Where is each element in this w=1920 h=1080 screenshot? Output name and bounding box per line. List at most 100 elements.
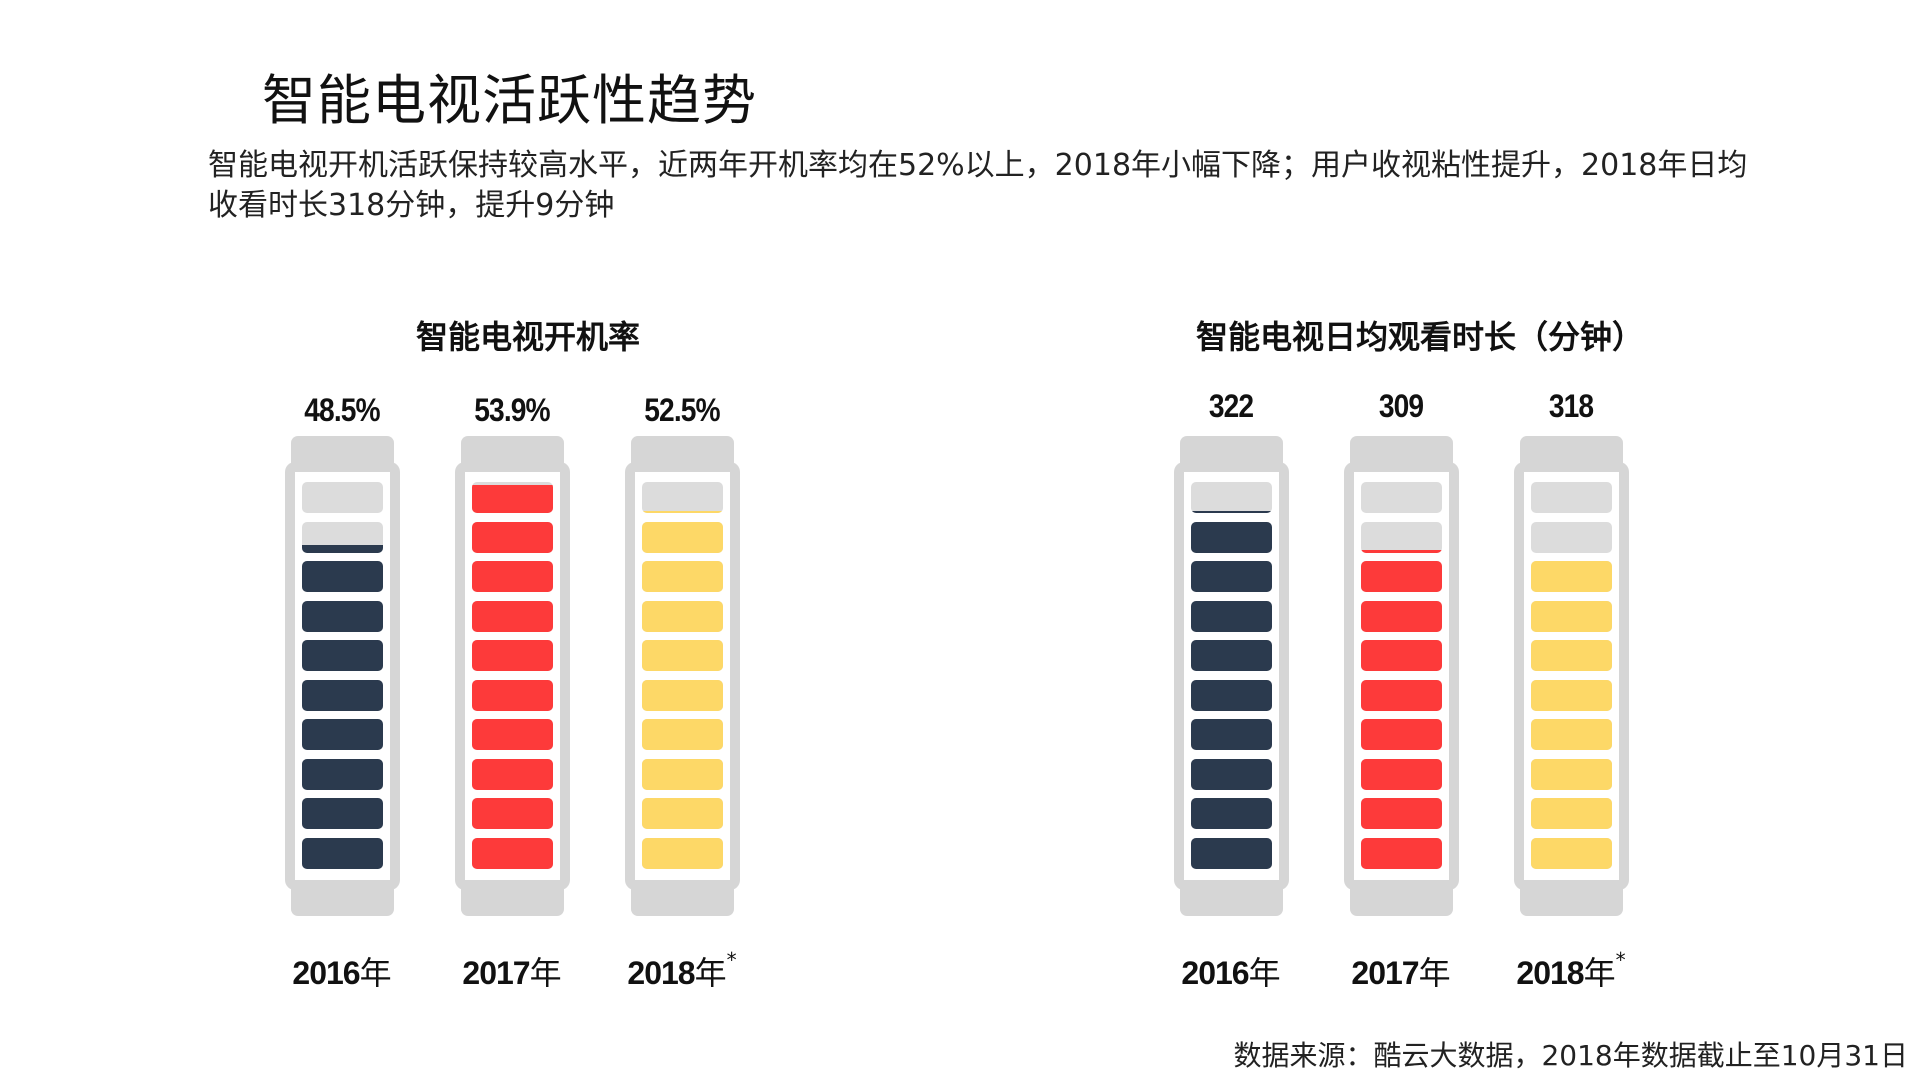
battery-segment-fill xyxy=(642,798,723,829)
battery-segment xyxy=(472,522,553,553)
year-suffix: 年 xyxy=(529,954,562,992)
battery-segment-fill xyxy=(1361,601,1442,632)
battery-segment xyxy=(1191,680,1272,711)
battery-segment xyxy=(302,759,383,790)
battery-bar-power-on-rate-2017 xyxy=(455,436,570,916)
battery-segment-fill xyxy=(1191,719,1272,750)
battery-segment-fill xyxy=(302,601,383,632)
battery-segment xyxy=(1191,482,1272,513)
year-number: 2016 xyxy=(1181,955,1249,991)
battery-segment xyxy=(472,798,553,829)
battery-bar-daily-watch-time-2018 xyxy=(1514,436,1629,916)
battery-segment xyxy=(302,719,383,750)
battery-segment-fill xyxy=(472,759,553,790)
battery-segment xyxy=(1531,680,1612,711)
battery-segment-fill xyxy=(1191,522,1272,553)
value-label-power-on-rate-2018: 52.5% xyxy=(644,392,720,428)
value-label-daily-watch-time-2017: 309 xyxy=(1378,388,1424,424)
battery-segment-fill xyxy=(1191,680,1272,711)
battery-segment-fill xyxy=(302,545,383,553)
battery-segment xyxy=(302,561,383,592)
battery-segment xyxy=(472,759,553,790)
battery-segment xyxy=(1361,561,1442,592)
battery-segment xyxy=(1191,719,1272,750)
battery-segment xyxy=(1531,719,1612,750)
battery-segment-fill xyxy=(302,680,383,711)
battery-segment-fill xyxy=(472,640,553,671)
battery-segment-fill xyxy=(1531,601,1612,632)
battery-segment-fill xyxy=(642,511,723,513)
battery-segment-fill xyxy=(472,485,553,513)
year-footnote-mark: * xyxy=(726,948,737,972)
battery-segment xyxy=(1361,798,1442,829)
battery-segment xyxy=(302,640,383,671)
battery-segment-fill xyxy=(1361,640,1442,671)
battery-segment-fill xyxy=(642,522,723,553)
battery-segment-fill xyxy=(1531,640,1612,671)
battery-segment-fill xyxy=(302,640,383,671)
year-suffix: 年 xyxy=(1418,954,1451,992)
year-suffix: 年 xyxy=(694,954,727,992)
battery-segment-fill xyxy=(1531,838,1612,869)
battery-segment-fill xyxy=(472,798,553,829)
battery-segment xyxy=(642,719,723,750)
battery-segment xyxy=(1531,838,1612,869)
battery-bar-power-on-rate-2018 xyxy=(625,436,740,916)
year-label-power-on-rate-2018: 2018年* xyxy=(597,948,767,994)
battery-segment xyxy=(642,838,723,869)
battery-segment xyxy=(1361,719,1442,750)
battery-segment-fill xyxy=(1191,640,1272,671)
data-source-note: 数据来源：酷云大数据，2018年数据截止至10月31日 xyxy=(1233,1039,1908,1072)
battery-segment-fill xyxy=(472,719,553,750)
battery-segment xyxy=(1191,640,1272,671)
battery-segment xyxy=(1531,798,1612,829)
battery-segment-fill xyxy=(472,601,553,632)
battery-segment xyxy=(1361,640,1442,671)
battery-segment xyxy=(302,601,383,632)
battery-segment-fill xyxy=(1191,511,1272,513)
battery-segment-fill xyxy=(1191,759,1272,790)
battery-segment-fill xyxy=(1531,680,1612,711)
battery-bar-daily-watch-time-2016 xyxy=(1174,436,1289,916)
chart-title-daily-watch-time: 智能电视日均观看时长（分钟） xyxy=(1195,318,1644,356)
year-suffix: 年 xyxy=(1248,954,1281,992)
battery-segment-fill xyxy=(642,838,723,869)
battery-segment xyxy=(1191,601,1272,632)
battery-segment-fill xyxy=(1361,759,1442,790)
battery-segment-fill xyxy=(302,719,383,750)
battery-segment xyxy=(1361,680,1442,711)
battery-segment xyxy=(642,522,723,553)
battery-segment xyxy=(472,838,553,869)
battery-segment-fill xyxy=(1361,798,1442,829)
year-number: 2018 xyxy=(627,955,695,991)
year-label-power-on-rate-2017: 2017年 xyxy=(427,948,597,994)
year-number: 2016 xyxy=(292,955,360,991)
battery-segment-fill xyxy=(1361,838,1442,869)
battery-segment-fill xyxy=(642,719,723,750)
battery-segment-fill xyxy=(472,561,553,592)
battery-segment xyxy=(472,719,553,750)
battery-segment xyxy=(302,798,383,829)
battery-segment-fill xyxy=(1531,798,1612,829)
battery-bar-power-on-rate-2016 xyxy=(285,436,400,916)
battery-segment xyxy=(1531,561,1612,592)
battery-segment xyxy=(472,680,553,711)
battery-segment xyxy=(472,482,553,513)
battery-segment-fill xyxy=(1191,798,1272,829)
battery-segment xyxy=(642,601,723,632)
battery-segment-fill xyxy=(1531,561,1612,592)
year-suffix: 年 xyxy=(1583,954,1616,992)
battery-segment-fill xyxy=(302,561,383,592)
battery-segment xyxy=(1531,522,1612,553)
battery-segment xyxy=(1531,601,1612,632)
chart-title-power-on-rate: 智能电视开机率 xyxy=(415,318,640,356)
battery-segment-fill xyxy=(642,561,723,592)
battery-segment xyxy=(1531,759,1612,790)
year-label-daily-watch-time-2017: 2017年 xyxy=(1316,948,1486,994)
battery-segment-fill xyxy=(1191,561,1272,592)
year-number: 2018 xyxy=(1516,955,1584,991)
battery-segment xyxy=(1191,838,1272,869)
battery-segment-fill xyxy=(1361,719,1442,750)
battery-segment-fill xyxy=(1361,561,1442,592)
value-label-daily-watch-time-2018: 318 xyxy=(1548,388,1594,424)
